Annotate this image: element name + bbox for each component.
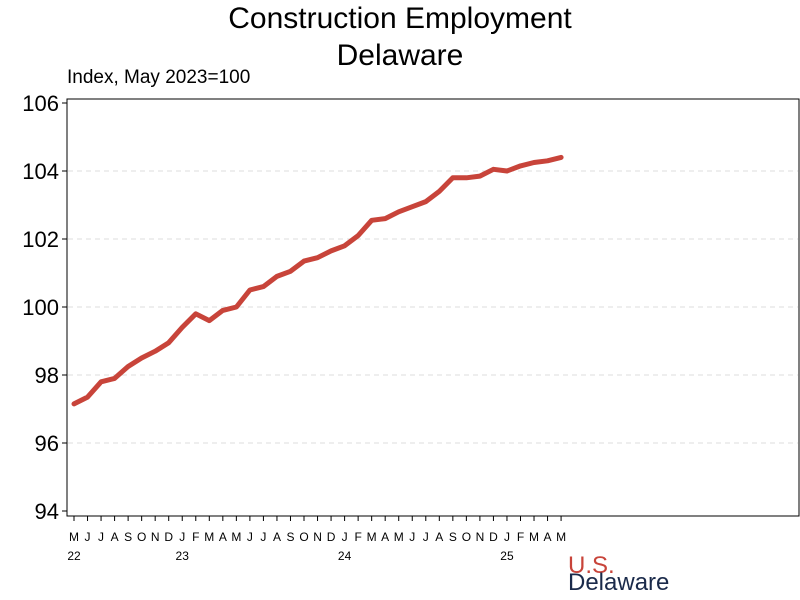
year-label: 24 <box>338 549 352 563</box>
x-tick-label: A <box>544 530 552 544</box>
y-tick-label: 102 <box>22 227 59 252</box>
x-tick-label: M <box>556 530 566 544</box>
x-tick-label: F <box>517 530 524 544</box>
x-tick-label: F <box>192 530 199 544</box>
y-tick-label: 100 <box>22 295 59 320</box>
legend-entry-us: U.S. <box>568 552 615 579</box>
x-tick-label: O <box>299 530 308 544</box>
y-tick-label: 96 <box>35 431 59 456</box>
x-tick-label: A <box>111 530 119 544</box>
x-tick-label: J <box>409 530 415 544</box>
year-label: 22 <box>67 549 81 563</box>
x-tick-label: J <box>423 530 429 544</box>
x-tick-label: S <box>449 530 457 544</box>
y-axis-label: Index, May 2023=100 <box>67 67 251 88</box>
x-tick-label: M <box>231 530 241 544</box>
x-tick-label: A <box>273 530 281 544</box>
x-tick-label: M <box>367 530 377 544</box>
x-tick-label: D <box>327 530 336 544</box>
x-tick-label: O <box>462 530 471 544</box>
x-tick-label: M <box>204 530 214 544</box>
y-tick-label: 104 <box>22 159 59 184</box>
year-label: 23 <box>176 549 190 563</box>
x-tick-label: J <box>98 530 104 544</box>
y-tick-label: 106 <box>22 91 59 116</box>
x-tick-label: D <box>164 530 173 544</box>
chart-subtitle: Delaware <box>336 39 464 72</box>
x-tick-label: A <box>219 530 227 544</box>
x-tick-label: S <box>286 530 294 544</box>
x-tick-label: N <box>151 530 160 544</box>
x-tick-label: N <box>313 530 322 544</box>
x-tick-label: M <box>394 530 404 544</box>
y-tick-label: 94 <box>35 499 59 524</box>
x-tick-label: S <box>124 530 132 544</box>
x-tick-label: J <box>260 530 266 544</box>
chart-title: Construction Employment <box>228 2 572 35</box>
x-tick-label: J <box>504 530 510 544</box>
x-tick-label: J <box>179 530 185 544</box>
x-tick-label: A <box>435 530 443 544</box>
y-tick-label: 98 <box>35 363 59 388</box>
x-tick-label: M <box>529 530 539 544</box>
x-tick-label: M <box>69 530 79 544</box>
series-line-delaware <box>71 154 564 407</box>
x-tick-label: N <box>476 530 485 544</box>
x-tick-label: O <box>137 530 146 544</box>
x-tick-label: J <box>247 530 253 544</box>
year-label: 25 <box>500 549 514 563</box>
x-tick-label: J <box>85 530 91 544</box>
x-tick-label: A <box>381 530 389 544</box>
x-tick-label: F <box>354 530 361 544</box>
x-tick-label: D <box>489 530 498 544</box>
x-tick-label: J <box>342 530 348 544</box>
legend-entry-delaware: Delaware <box>568 569 670 596</box>
